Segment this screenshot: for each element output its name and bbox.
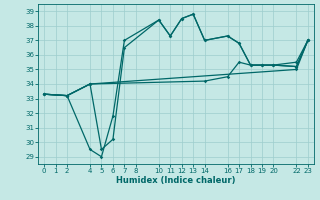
X-axis label: Humidex (Indice chaleur): Humidex (Indice chaleur): [116, 176, 236, 185]
